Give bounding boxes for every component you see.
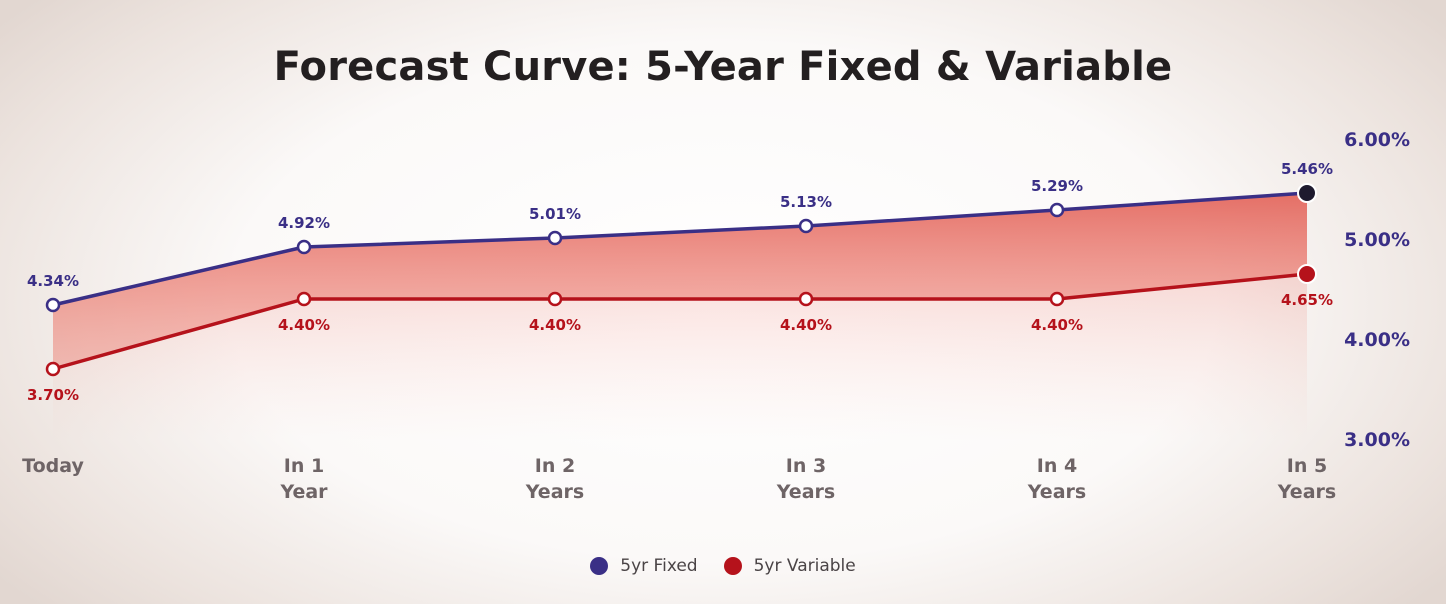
xtick-1-0: In 1: [284, 455, 324, 477]
label-fixed-5: 5.46%: [1281, 160, 1333, 178]
legend-variable-swatch: [724, 557, 742, 575]
xtick-5-0: In 5: [1287, 455, 1327, 477]
legend: 5yr Fixed 5yr Variable: [0, 556, 1446, 576]
ytick-0: 6.00%: [1344, 129, 1410, 151]
legend-item-variable: 5yr Variable: [724, 556, 856, 576]
legend-item-fixed: 5yr Fixed: [590, 556, 697, 576]
legend-fixed-label: 5yr Fixed: [620, 556, 697, 576]
point-variable-5: [1298, 265, 1316, 283]
label-variable-1: 4.40%: [278, 316, 330, 334]
xtick-0-0: Today: [22, 455, 84, 477]
legend-fixed-swatch: [590, 557, 608, 575]
xtick-2-0: In 2: [535, 455, 575, 477]
label-fixed-3: 5.13%: [780, 193, 832, 211]
ytick-1: 5.00%: [1344, 229, 1410, 251]
xtick-5-1: Years: [1277, 481, 1336, 503]
point-fixed-4: [1051, 204, 1063, 216]
point-fixed-5: [1298, 184, 1316, 202]
point-variable-1: [298, 293, 310, 305]
label-variable-2: 4.40%: [529, 316, 581, 334]
xtick-4-1: Years: [1027, 481, 1086, 503]
xtick-2-1: Years: [525, 481, 584, 503]
ytick-3: 3.00%: [1344, 429, 1410, 451]
point-variable-0: [47, 363, 59, 375]
label-fixed-0: 4.34%: [27, 272, 79, 290]
point-fixed-3: [800, 220, 812, 232]
label-fixed-2: 5.01%: [529, 205, 581, 223]
label-fixed-1: 4.92%: [278, 214, 330, 232]
point-variable-2: [549, 293, 561, 305]
point-fixed-1: [298, 241, 310, 253]
label-variable-5: 4.65%: [1281, 291, 1333, 309]
ytick-2: 4.00%: [1344, 329, 1410, 351]
point-fixed-2: [549, 232, 561, 244]
xtick-4-0: In 4: [1037, 455, 1077, 477]
label-variable-3: 4.40%: [780, 316, 832, 334]
xtick-3-1: Years: [776, 481, 835, 503]
point-variable-3: [800, 293, 812, 305]
xtick-3-0: In 3: [786, 455, 826, 477]
point-variable-4: [1051, 293, 1063, 305]
label-fixed-4: 5.29%: [1031, 177, 1083, 195]
label-variable-4: 4.40%: [1031, 316, 1083, 334]
xtick-1-1: Year: [279, 481, 328, 503]
label-variable-0: 3.70%: [27, 386, 79, 404]
legend-variable-label: 5yr Variable: [754, 556, 856, 576]
point-fixed-0: [47, 299, 59, 311]
